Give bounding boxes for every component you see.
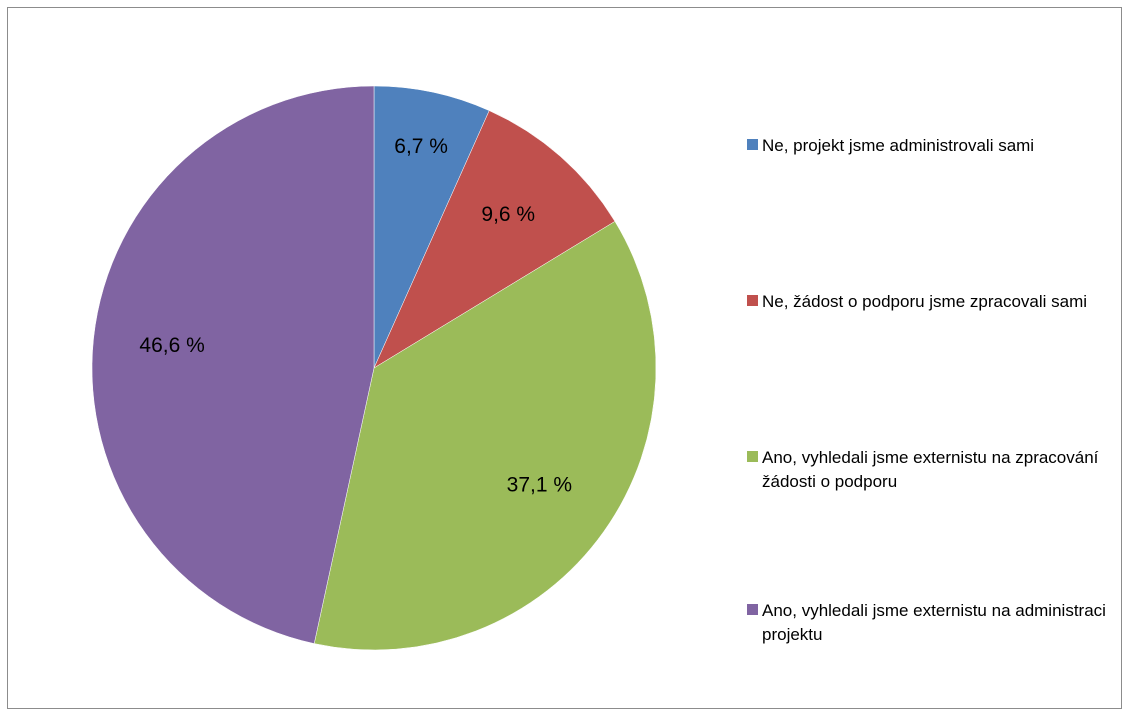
legend-item-4: Ano, vyhledali jsme externistu na admini…: [747, 599, 1107, 647]
data-label-4: 46,6 %: [139, 334, 204, 357]
legend-item-1: Ne, projekt jsme administrovali sami: [747, 134, 1107, 158]
legend-label-3: Ano, vyhledali jsme externistu na zpraco…: [762, 448, 1099, 491]
legend-label-1: Ne, projekt jsme administrovali sami: [762, 136, 1035, 155]
pie-slice-2: [373, 110, 616, 369]
legend-swatch-1: [747, 139, 758, 150]
pie-slice-4: [91, 85, 375, 644]
legend-swatch-2: [747, 295, 758, 306]
legend-item-2: Ne, žádost o podporu jsme zpracovali sam…: [747, 290, 1107, 314]
legend-item-3: Ano, vyhledali jsme externistu na zpraco…: [747, 446, 1107, 494]
legend-label-4: Ano, vyhledali jsme externistu na admini…: [762, 601, 1106, 644]
data-label-1: 6,7 %: [394, 135, 448, 158]
legend-label-2: Ne, žádost o podporu jsme zpracovali sam…: [762, 292, 1088, 311]
legend-swatch-4: [747, 604, 758, 615]
data-label-3: 37,1 %: [507, 473, 572, 496]
pie-slice-3: [313, 221, 657, 651]
data-label-2: 9,6 %: [481, 203, 535, 226]
pie-slice-1: [373, 85, 490, 369]
legend-swatch-3: [747, 451, 758, 462]
